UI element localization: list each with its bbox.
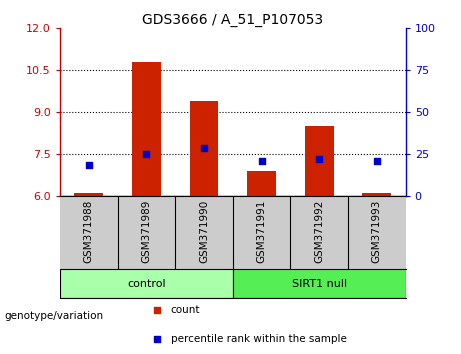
Title: GDS3666 / A_51_P107053: GDS3666 / A_51_P107053 xyxy=(142,13,323,27)
Bar xyxy=(247,171,276,196)
Point xyxy=(85,162,92,168)
Text: GSM371993: GSM371993 xyxy=(372,199,382,263)
Point xyxy=(373,158,381,164)
Text: GSM371989: GSM371989 xyxy=(142,199,151,263)
Bar xyxy=(189,101,219,196)
Point xyxy=(258,158,266,164)
Bar xyxy=(305,126,334,196)
Text: GSM371990: GSM371990 xyxy=(199,199,209,263)
Text: GSM371988: GSM371988 xyxy=(84,199,94,263)
Text: GSM371992: GSM371992 xyxy=(314,199,324,263)
Point xyxy=(153,336,160,342)
Bar xyxy=(132,62,161,196)
Text: count: count xyxy=(171,305,200,315)
Bar xyxy=(362,193,391,196)
Point xyxy=(315,156,323,162)
Point xyxy=(153,307,160,313)
Bar xyxy=(60,269,233,298)
Text: SIRT1 null: SIRT1 null xyxy=(292,279,347,289)
Text: percentile rank within the sample: percentile rank within the sample xyxy=(171,334,347,344)
Point xyxy=(200,145,207,150)
Point xyxy=(142,151,150,157)
Text: GSM371991: GSM371991 xyxy=(257,199,266,263)
Text: control: control xyxy=(127,279,165,289)
Text: genotype/variation: genotype/variation xyxy=(5,311,104,321)
Bar xyxy=(74,193,103,196)
Bar xyxy=(233,269,406,298)
